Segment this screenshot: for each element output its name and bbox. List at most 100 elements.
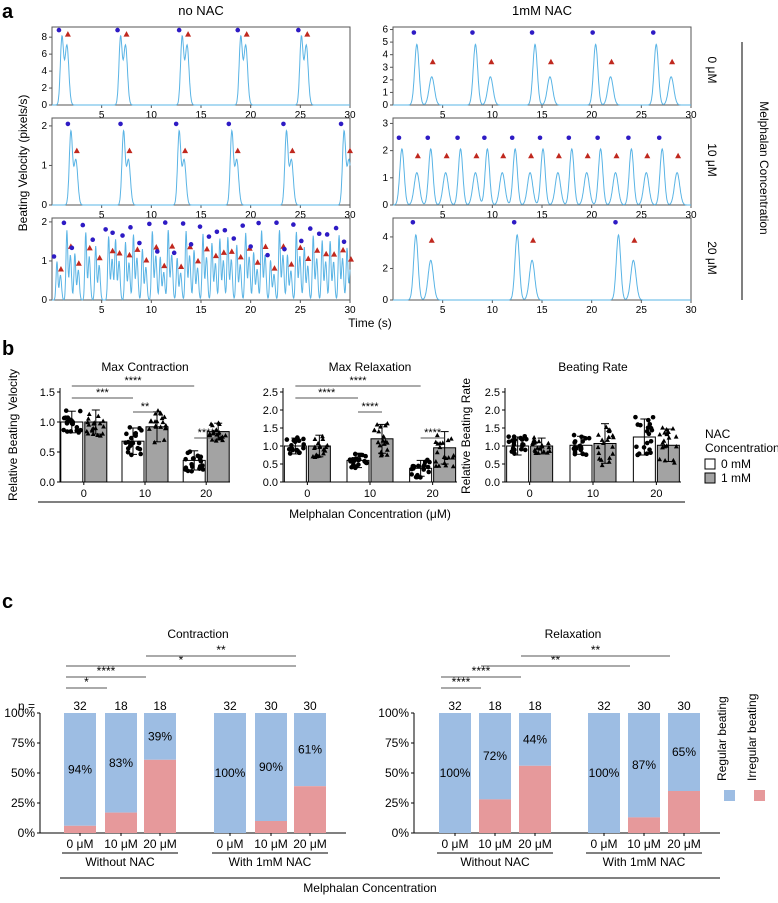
relaxation-peak-triangle	[347, 147, 353, 154]
relaxation-peak-triangle	[109, 247, 116, 254]
relaxation-peak-triangle	[243, 31, 250, 37]
x-tick-label: 25	[636, 110, 648, 121]
contraction-peak-dot	[282, 246, 287, 252]
x-tick-label: 0 μM	[591, 837, 618, 851]
x-tick-label: 20	[586, 305, 598, 316]
bar-regular	[214, 713, 246, 833]
relaxation-peak-triangle	[288, 261, 295, 267]
contraction-peak-dot	[274, 220, 279, 225]
data-point	[301, 445, 306, 451]
velocity-trace	[393, 147, 691, 206]
contraction-peak-dot	[511, 220, 517, 225]
y-tick-label: 2.5	[485, 387, 500, 399]
significance-label: **	[216, 643, 226, 657]
data-point	[95, 432, 101, 437]
legend-label: 1 mM	[721, 471, 751, 485]
group-label: Without NAC	[85, 855, 155, 869]
velocity-trace	[52, 128, 351, 206]
relaxation-peak-triangle	[75, 260, 82, 266]
bar-irregular	[255, 821, 287, 833]
data-point	[601, 440, 606, 446]
bar-regular	[255, 713, 287, 821]
data-point	[223, 432, 228, 438]
y-tick-label: 0	[41, 295, 47, 306]
x-tick-label: 30	[685, 110, 697, 121]
x-tick-label: 15	[536, 305, 548, 316]
relaxation-peak-triangle	[528, 152, 535, 159]
data-point	[662, 443, 668, 449]
data-point	[607, 455, 612, 460]
x-tick-label: 0 μM	[67, 837, 94, 851]
data-point	[220, 437, 225, 443]
data-point	[127, 425, 133, 430]
contraction-peak-dot	[324, 232, 330, 237]
data-point	[152, 419, 158, 424]
bar-irregular	[668, 791, 700, 833]
bar-regular	[588, 713, 620, 833]
n-count: 18	[488, 699, 502, 713]
data-point	[664, 430, 670, 436]
data-point	[160, 419, 166, 425]
y-tick-label: 0	[382, 200, 388, 211]
data-point	[605, 437, 610, 442]
x-tick-label: 0	[527, 488, 533, 500]
y-tick-label: 4	[382, 50, 388, 61]
relaxation-peak-triangle	[116, 250, 123, 256]
data-point	[506, 439, 512, 445]
data-point	[422, 462, 427, 468]
x-tick-label: 25	[636, 210, 648, 221]
contraction-peak-dot	[537, 135, 543, 141]
data-point	[646, 417, 651, 423]
n-count: 18	[153, 699, 167, 713]
relaxation-peak-triangle	[271, 265, 278, 271]
data-point	[666, 435, 672, 440]
y-tick-label: 1.0	[263, 441, 278, 453]
data-point	[572, 440, 577, 445]
y-tick-label: 0	[382, 100, 388, 111]
data-point	[606, 434, 612, 440]
x-tick-label: 20	[245, 110, 257, 121]
y-tick-label: 0	[382, 295, 388, 306]
data-point	[137, 425, 142, 431]
data-point	[161, 437, 167, 442]
significance-label: ****	[424, 427, 442, 439]
data-point	[291, 438, 297, 443]
data-point	[443, 462, 449, 468]
significance-label: **	[551, 653, 561, 667]
legend-swatch	[754, 790, 765, 801]
significance-label: ****	[198, 427, 216, 439]
data-point	[521, 442, 526, 448]
y-tick-label: 0.0	[263, 477, 278, 489]
x-tick-label: 15	[195, 305, 207, 316]
data-point	[191, 456, 196, 461]
contraction-peak-dot	[341, 239, 347, 245]
x-tick-label: 10 μM	[627, 837, 661, 851]
trace-frame	[392, 117, 692, 206]
data-point	[125, 449, 131, 455]
significance-label: **	[591, 643, 601, 657]
x-tick-label: 10	[146, 110, 158, 121]
data-point	[610, 444, 615, 449]
data-point	[301, 436, 306, 442]
data-point	[546, 444, 552, 450]
y-tick-label: 0.5	[40, 447, 55, 459]
panel-b: Relative Beating Velocity Relative Beatin…	[6, 360, 778, 521]
contraction-peak-dot	[171, 250, 177, 256]
data-point	[158, 424, 164, 429]
y-tick-label: 100%	[4, 706, 35, 720]
data-point	[290, 446, 295, 452]
n-count: 32	[73, 699, 87, 713]
legend-swatch	[704, 458, 716, 470]
relaxation-peak-triangle	[669, 58, 676, 65]
data-point	[163, 422, 169, 428]
data-point	[384, 440, 390, 445]
contraction-peak-dot	[316, 231, 322, 237]
col-title-nac: 1mM NAC	[512, 3, 572, 18]
subplot-title: Relaxation	[545, 627, 602, 641]
data-point	[135, 445, 141, 451]
data-point	[363, 453, 368, 459]
data-point	[660, 425, 665, 430]
contraction-peak-dot	[206, 234, 212, 239]
y-tick-label: 100%	[378, 706, 409, 720]
n-count: 18	[528, 699, 542, 713]
